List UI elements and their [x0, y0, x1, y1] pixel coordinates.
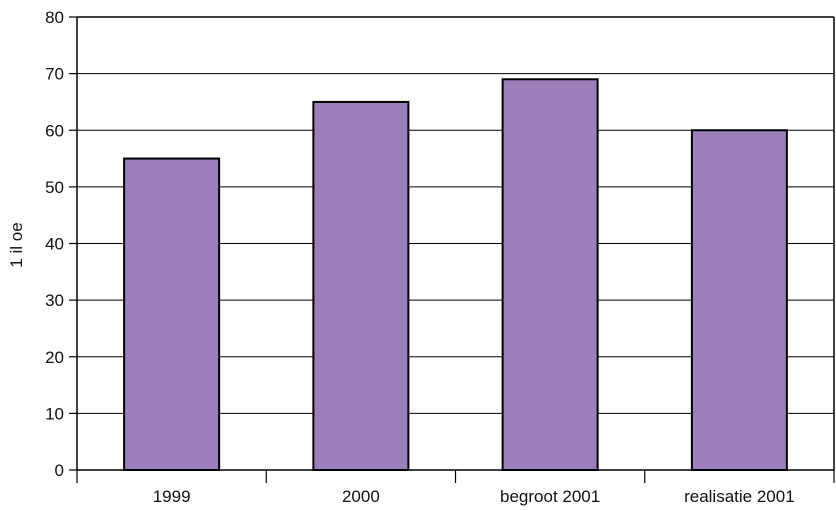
y-tick-label: 50	[45, 178, 64, 197]
y-tick-label: 70	[45, 65, 64, 84]
x-tick-label: 2000	[342, 487, 380, 506]
x-tick-label: 1999	[153, 487, 191, 506]
bar	[501, 78, 599, 471]
y-tick-label: 20	[45, 348, 64, 367]
y-tick-label: 30	[45, 291, 64, 310]
x-tick-label: realisatie 2001	[684, 487, 795, 506]
y-tick-label: 60	[45, 121, 64, 140]
axes	[69, 16, 835, 483]
bar	[312, 100, 410, 471]
y-tick-label: 40	[45, 235, 64, 254]
y-tick-label: 0	[55, 461, 64, 480]
x-tick-label: begroot 2001	[500, 487, 600, 506]
y-tick-label: 10	[45, 404, 64, 423]
y-tick-labels: 0 10 20 30 40 50 60 70 80	[45, 8, 64, 480]
x-tick-labels: 1999 2000 begroot 2001 realisatie 2001	[153, 487, 795, 506]
y-axis-title: 1 il oe	[7, 222, 26, 267]
y-tick-label: 80	[45, 8, 64, 27]
bar	[690, 129, 788, 471]
bars	[123, 78, 788, 471]
bar	[123, 157, 221, 471]
